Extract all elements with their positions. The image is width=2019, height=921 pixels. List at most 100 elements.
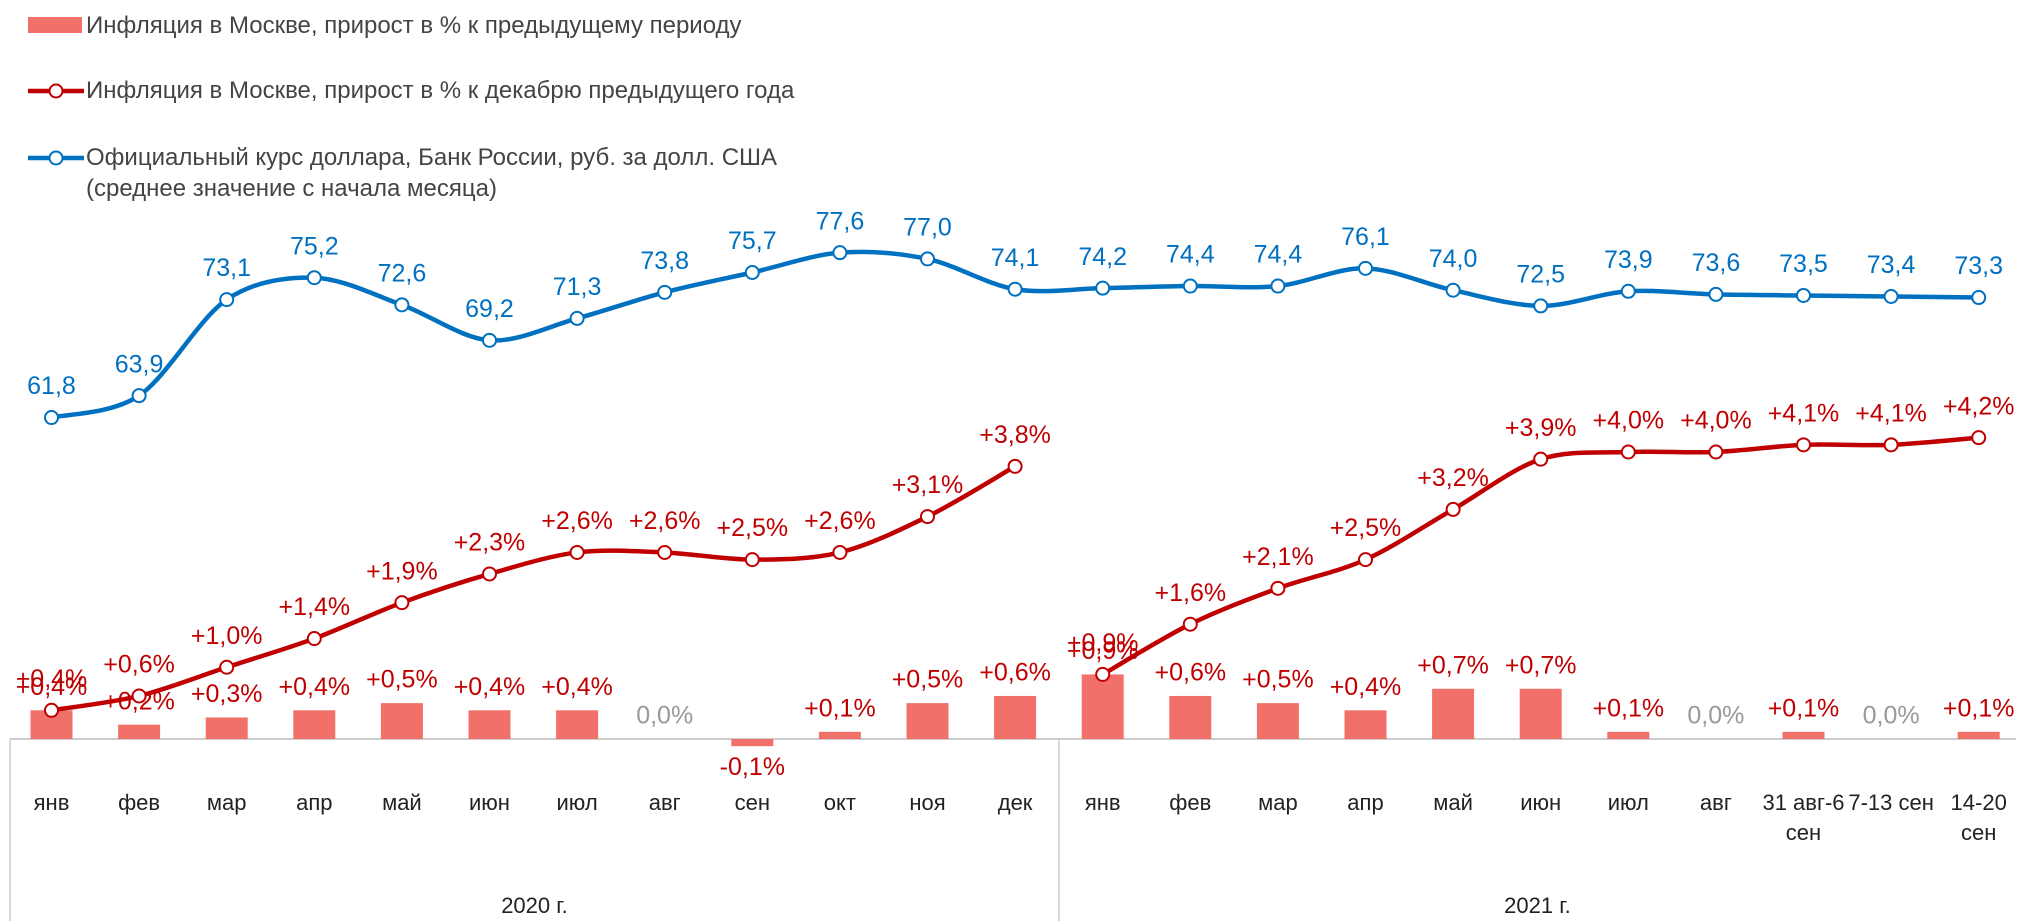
point: [1620, 444, 1636, 460]
point-value-label: +1,0%: [191, 622, 263, 650]
bar-value-label: 0,0%: [1863, 702, 1920, 730]
bar-value-label: +0,1%: [1768, 694, 1840, 722]
bar: [1081, 674, 1124, 739]
point: [219, 659, 235, 675]
x-tick-label: июн: [1520, 790, 1562, 815]
bar: [1607, 731, 1650, 739]
x-tick-label: май: [382, 790, 422, 815]
point-value-label: +1,6%: [1155, 579, 1227, 607]
legend-swatch: [28, 83, 84, 99]
point-value-label: 61,8: [27, 372, 76, 400]
point-value-label: 74,0: [1429, 245, 1478, 273]
line: [1101, 435, 1979, 677]
bar: [205, 717, 248, 739]
point: [1883, 437, 1899, 453]
swatch-point: [48, 83, 64, 99]
point: [394, 297, 410, 313]
point-value-label: 73,8: [640, 247, 689, 275]
bar: [556, 710, 599, 739]
point: [306, 631, 322, 647]
point: [569, 310, 585, 326]
line: [51, 464, 1017, 713]
point: [306, 270, 322, 286]
point: [44, 410, 59, 426]
bar-value-label: 0,0%: [1687, 702, 1744, 730]
point-value-label: 72,5: [1516, 261, 1565, 289]
swatch: [28, 17, 82, 33]
point: [1358, 260, 1373, 276]
point: [569, 544, 585, 560]
point-value-label: 73,4: [1867, 251, 1916, 279]
point-value-label: 74,4: [1166, 241, 1215, 269]
point: [1883, 288, 1899, 304]
point: [131, 388, 147, 404]
point-value-label: 69,2: [465, 295, 514, 323]
bar: [468, 710, 511, 739]
point-value-label: 73,9: [1604, 246, 1653, 274]
bar: [293, 710, 336, 739]
bar-value-label: +0,1%: [804, 694, 876, 722]
point-value-label: +2,3%: [454, 529, 526, 557]
point: [1708, 286, 1724, 302]
point-value-label: +4,0%: [1593, 407, 1665, 435]
point: [1796, 287, 1811, 303]
bar-value-label: +0,4%: [279, 673, 351, 701]
point: [1708, 444, 1724, 460]
bar-value-label: +0,7%: [1417, 651, 1489, 679]
group-label: 2020 г.: [501, 893, 568, 918]
point-value-label: +4,2%: [1943, 392, 2015, 420]
point-value-label: +3,8%: [979, 421, 1051, 449]
x-tick-label: 14-20 сен: [1950, 790, 2007, 845]
bar: [906, 703, 949, 739]
x-tick-label: июн: [469, 790, 510, 815]
point-value-label: +0,4%: [16, 665, 88, 693]
point: [1270, 580, 1286, 596]
point-value-label: +2,6%: [541, 507, 613, 535]
bar-value-label: +0,5%: [366, 666, 438, 694]
bar: [380, 703, 423, 739]
legend-swatch: [28, 150, 84, 166]
point-value-label: 74,4: [1254, 241, 1303, 269]
point-value-label: 73,6: [1692, 249, 1741, 277]
point-value-label: 74,2: [1078, 243, 1127, 271]
legend-label: Инфляция в Москве, прирост в % к декабрю…: [86, 77, 795, 104]
bar-value-label: +0,4%: [1330, 673, 1402, 701]
bar-value-label: +0,4%: [16, 673, 88, 701]
legend-label: Инфляция в Москве, прирост в % к предыду…: [86, 12, 742, 39]
point-value-label: +2,5%: [1330, 514, 1402, 542]
point-value-label: +2,6%: [804, 507, 876, 535]
point-value-label: 72,6: [378, 259, 427, 287]
bar-value-label: +0,6%: [1155, 659, 1227, 687]
point-value-label: 76,1: [1341, 223, 1390, 251]
x-tick-label: май: [1433, 790, 1473, 815]
legend-label: Официальный курс доллара, Банк России, р…: [86, 144, 778, 202]
bar-value-label: -0,1%: [720, 753, 785, 781]
point-value-label: 77,6: [816, 207, 865, 235]
bar-value-label: +0,3%: [191, 680, 263, 708]
bar: [1344, 710, 1387, 739]
legend-item: Официальный курс доллара, Банк России, р…: [28, 142, 846, 204]
x-tick-label: мар: [206, 790, 247, 815]
point: [1445, 501, 1461, 517]
point: [1620, 283, 1636, 299]
x-tick-label: сен: [734, 790, 770, 815]
x-tick-label: фев: [118, 790, 161, 815]
point-value-label: +4,1%: [1855, 399, 1927, 427]
point: [744, 264, 760, 280]
legend-item: Инфляция в Москве, прирост в % к предыду…: [28, 10, 846, 41]
x-tick-label: апр: [1347, 790, 1384, 815]
point: [657, 284, 673, 300]
swatch-point: [48, 150, 64, 166]
point-value-label: +3,1%: [892, 471, 964, 499]
x-tick-label: фев: [1169, 790, 1212, 815]
point-value-label: +2,6%: [629, 507, 701, 535]
point: [1358, 552, 1373, 568]
bar: [1256, 703, 1299, 739]
x-tick-label: дек: [997, 790, 1033, 815]
x-tick-label: окт: [823, 790, 856, 815]
point: [744, 552, 760, 568]
point-value-label: +4,1%: [1768, 399, 1840, 427]
x-tick-label: 31 авг-6 сен: [1762, 790, 1845, 845]
